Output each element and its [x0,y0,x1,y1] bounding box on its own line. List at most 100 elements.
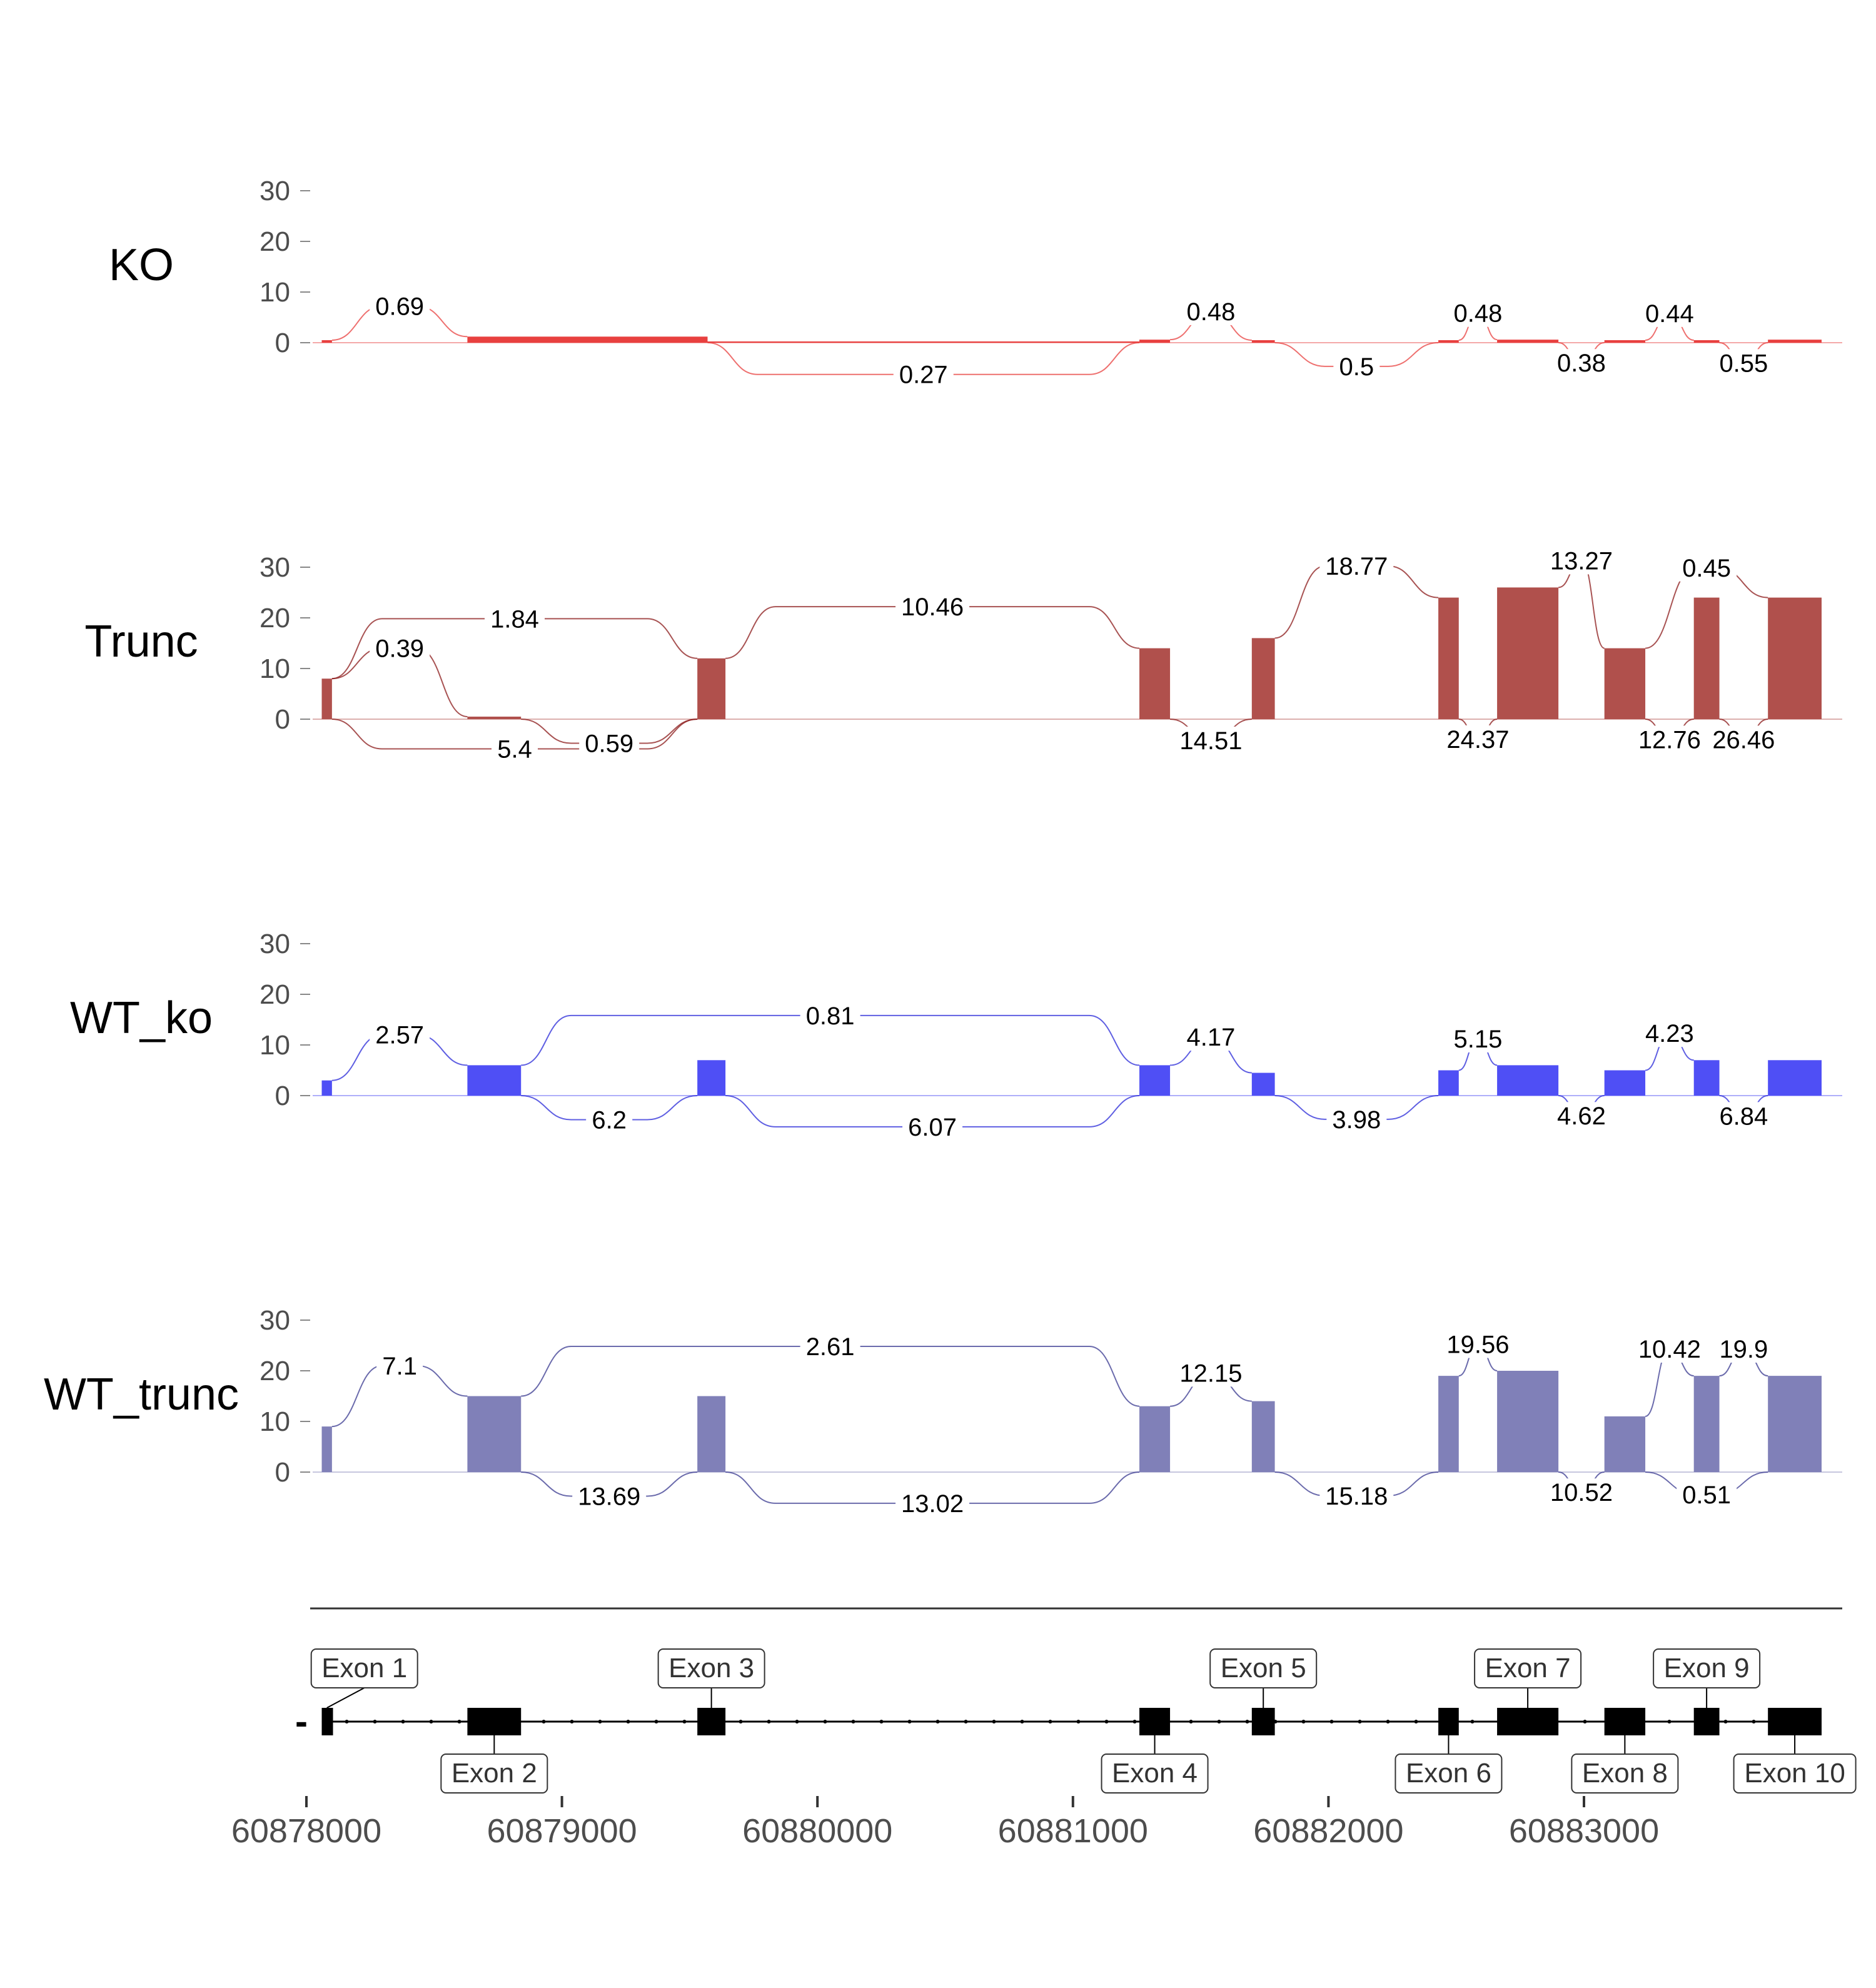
junction-label: 4.62 [1557,1102,1606,1130]
strand-marker [457,1720,461,1723]
junction-label: 0.59 [585,730,633,757]
coverage-area [1497,1065,1559,1096]
coverage-area [321,679,332,719]
junction-label-bg [586,1106,633,1134]
junction-label-bg [1319,552,1394,580]
gene-model: -Exon 1 Exon 2 Exon 3 Exon 4 Exon 5 Exon 6 Exo… [295,1648,1857,1794]
track-wt-ko: WT_ko 0 10 20 30 2.57 6.2 0.81 6.07 4.17 3.98 5.15 4… [70,929,1842,1141]
coverage-area [467,1396,522,1472]
junction-label: 0.55 [1719,350,1768,377]
y-tick-label: 0 [275,1457,290,1488]
exon-label-box [657,1648,765,1688]
exon-block [697,1708,726,1735]
junction-label-bg [1639,1019,1700,1047]
exon-label-box [1394,1753,1503,1794]
junction-label-bg [579,729,640,757]
coverage-area [697,658,726,719]
coverage-area [467,336,708,343]
junction-label: 0.44 [1645,300,1694,328]
strand-marker [1048,1720,1052,1723]
junction-label-bg [1174,726,1248,754]
tracks-layer: KO 0 10 20 30 0.69 0.27 0.48 0.5 0.48 0.38 0.44 0.55… [44,176,1842,1518]
junction-label-bg [1551,349,1611,377]
strand-marker [907,1720,912,1723]
junction-label-bg [895,1489,970,1517]
junction-label: 24.37 [1446,726,1509,754]
junction-label-bg [1677,1480,1737,1508]
exon-label-box [440,1753,548,1794]
coverage-area [697,1396,726,1472]
coverage-area [1693,1060,1720,1096]
coverage-area [1604,1070,1646,1096]
coverage-area [1497,587,1559,719]
strand-marker [1752,1720,1756,1723]
coverage-area [321,1080,332,1096]
strand-marker [992,1720,996,1723]
junction-label: 0.48 [1454,300,1503,328]
strand-marker [767,1720,771,1723]
junction-label: 3.98 [1332,1106,1381,1134]
coverage-area [1251,340,1275,343]
exon-label-box [1653,1648,1761,1688]
junction-label-bg [1441,725,1515,753]
strand-marker [879,1720,884,1723]
strand-marker [935,1720,940,1723]
coverage-area [1438,340,1459,343]
y-tick-label: 10 [260,653,290,684]
strand-marker [1301,1720,1306,1723]
coverage-area [1438,597,1459,719]
track-ko: KO 0 10 20 30 0.69 0.27 0.48 0.5 0.48 0.38 0.44 0.55 [109,176,1842,389]
junction-label: 19.56 [1446,1331,1509,1359]
track-wt-trunc: WT_trunc 0 10 20 30 7.1 13.69 2.61 13.02 12.15 15.… [44,1305,1842,1518]
junction-label: 4.23 [1645,1020,1694,1047]
junction-label: 13.69 [578,1483,640,1510]
coverage-area [1604,648,1646,719]
junction-label: 13.27 [1550,547,1613,575]
coverage-area [467,1065,522,1096]
junction-label-bg [1441,1330,1515,1358]
junction-label-bg [1181,1023,1241,1051]
strand-marker [1667,1720,1672,1723]
x-axis: 60878000 60879000 60880000 60881000 60882000… [231,1796,1659,1850]
strand-marker [373,1720,377,1723]
coverage-area [1251,638,1275,719]
coverage-area [1693,340,1720,343]
junction-label-bg [1448,1024,1508,1052]
exon-label-leader [326,1687,365,1708]
strand-marker [1723,1720,1728,1723]
y-tick-label: 30 [260,176,290,206]
strand-label: - [295,1700,308,1742]
junction-label-bg [1544,547,1618,575]
y-tick-label: 20 [260,979,290,1010]
y-tick-label: 30 [260,929,290,959]
coverage-area [1768,1060,1822,1096]
strand-marker [654,1720,658,1723]
x-tick-label: 60880000 [742,1812,892,1850]
strand-marker [626,1720,630,1723]
coverage-area [1139,1065,1171,1096]
strand-marker [542,1720,546,1723]
coverage-area [1768,1376,1822,1472]
junction-label-bg [1713,1335,1774,1363]
junction-label-bg [1326,1105,1387,1133]
exon-label: Exon 7 [1485,1653,1571,1683]
y-tick-label: 30 [260,1305,290,1336]
exon-label-box [1101,1753,1209,1794]
junction-label: 14.51 [1179,727,1242,755]
coverage-area [1497,340,1559,343]
y-tick-label: 0 [275,704,290,735]
strand-marker [1583,1720,1587,1723]
coverage-area [1438,1070,1459,1096]
junction-label-bg [492,735,538,763]
junction-label: 0.69 [375,293,424,321]
strand-marker [1245,1720,1249,1723]
exon-label-box [1474,1648,1582,1688]
exon-label: Exon 5 [1221,1653,1306,1683]
junction-label: 2.61 [806,1333,855,1361]
y-tick-label: 10 [260,1406,290,1437]
junction-label: 12.15 [1179,1360,1242,1387]
junction-label: 10.46 [901,593,964,621]
junction-label-bg [1544,1478,1618,1506]
coverage-area [707,341,1140,343]
